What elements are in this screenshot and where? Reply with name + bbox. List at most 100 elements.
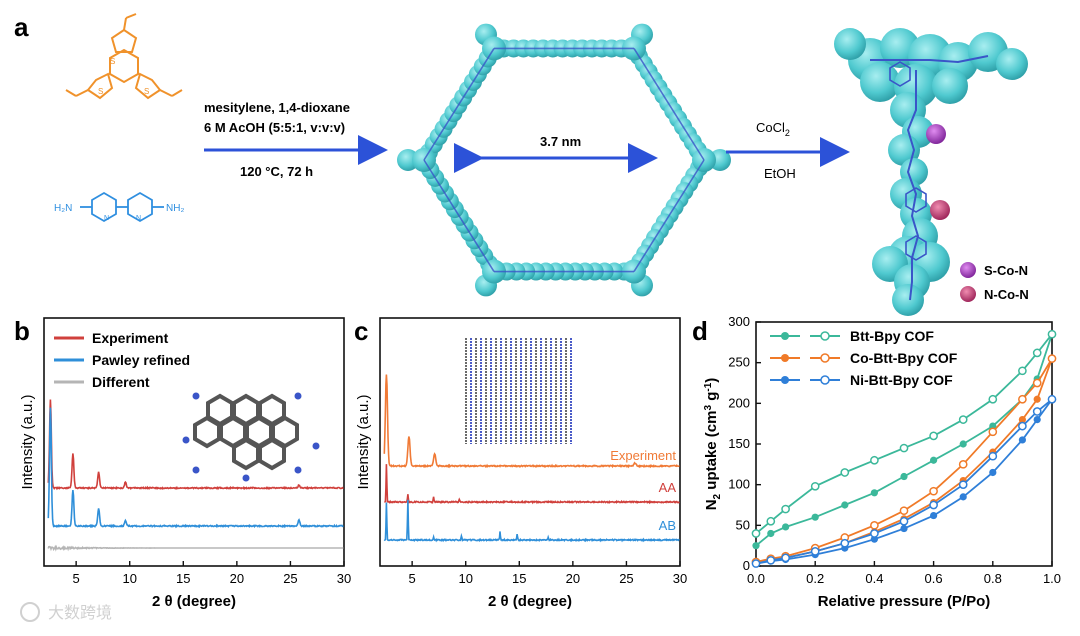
adsorption-point bbox=[841, 501, 848, 508]
desorption-point bbox=[812, 548, 819, 555]
n-co-n-legend-marker bbox=[960, 286, 976, 302]
desorption-point bbox=[1034, 408, 1041, 415]
desorption-point bbox=[782, 554, 789, 561]
y-tick-label: 200 bbox=[728, 395, 750, 410]
xrd-series-line bbox=[48, 400, 343, 489]
desorption-point bbox=[930, 432, 937, 439]
x-tick-label: 30 bbox=[673, 571, 687, 586]
x-tick-label: 0.0 bbox=[747, 571, 765, 586]
x-tick-label: 20 bbox=[230, 571, 244, 586]
amine-left-label: H₂N bbox=[54, 203, 72, 214]
stacked-layer-inset bbox=[466, 338, 571, 444]
x-tick-label: 0.2 bbox=[806, 571, 824, 586]
adsorption-point bbox=[989, 469, 996, 476]
desorption-point bbox=[960, 461, 967, 468]
y-tick-label: 100 bbox=[728, 477, 750, 492]
plot-frame bbox=[44, 318, 344, 566]
legend-label: Co-Btt-Bpy COF bbox=[850, 350, 958, 366]
legend-label: Btt-Bpy COF bbox=[850, 328, 934, 344]
desorption-point bbox=[989, 453, 996, 460]
desorption-point bbox=[960, 416, 967, 423]
inset-atom bbox=[313, 443, 320, 450]
framework-bond bbox=[424, 48, 494, 160]
legend-marker-open bbox=[821, 376, 829, 384]
s-co-n-legend-marker bbox=[960, 262, 976, 278]
x-tick-label: 15 bbox=[512, 571, 526, 586]
x-tick-label: 5 bbox=[73, 571, 80, 586]
framework-bond bbox=[634, 48, 704, 160]
panel-label-c: c bbox=[354, 316, 368, 346]
desorption-point bbox=[1034, 379, 1041, 386]
desorption-point bbox=[930, 501, 937, 508]
legend-label: Experiment bbox=[92, 330, 169, 346]
framework-bond bbox=[424, 160, 494, 272]
cof-layer-inset bbox=[183, 393, 320, 482]
adsorption-point bbox=[752, 542, 759, 549]
adsorption-point bbox=[1019, 436, 1026, 443]
x-tick-label: 0.4 bbox=[865, 571, 883, 586]
desorption-point bbox=[767, 518, 774, 525]
x-tick-label: 10 bbox=[458, 571, 472, 586]
x-tick-label: 25 bbox=[619, 571, 633, 586]
y-tick-label: 150 bbox=[728, 436, 750, 451]
panel-d-n2-isotherm-chart: d 0.0 0.2 0.4 0.6 0.8 1.0 0 50 100 150 200 250 300 Rel… bbox=[692, 314, 1061, 610]
x-axis-label: Relative pressure (P/Po) bbox=[818, 593, 991, 610]
desorption-point bbox=[900, 444, 907, 451]
desorption-point bbox=[930, 488, 937, 495]
desorption-point bbox=[782, 505, 789, 512]
inset-ring bbox=[234, 440, 258, 468]
inset-atom bbox=[193, 467, 200, 474]
desorption-point bbox=[900, 518, 907, 525]
adsorption-point bbox=[960, 493, 967, 500]
inset-atom bbox=[295, 467, 302, 474]
fragment-atom bbox=[834, 28, 866, 60]
solvent-etoh-label: EtOH bbox=[764, 166, 796, 181]
legend-marker-filled bbox=[781, 376, 789, 384]
n-co-n-legend-label: N-Co-N bbox=[984, 287, 1029, 302]
desorption-point bbox=[1048, 355, 1055, 362]
pore-size-label: 3.7 nm bbox=[540, 134, 581, 149]
svg-text:S: S bbox=[110, 57, 115, 66]
desorption-line bbox=[756, 399, 1052, 563]
inset-atom bbox=[183, 437, 190, 444]
n-co-n-site bbox=[930, 200, 950, 220]
desorption-point bbox=[900, 507, 907, 514]
xrd-series-line bbox=[48, 547, 343, 550]
y-axis-label: Intensity (a.u.) bbox=[355, 394, 372, 489]
aldehyde-monomer-structure: S S S bbox=[66, 14, 182, 98]
desorption-point bbox=[767, 557, 774, 564]
series-label: Experiment bbox=[610, 448, 676, 463]
bipyridine-amine-structure: N N bbox=[80, 193, 164, 222]
s-co-n-legend-label: S-Co-N bbox=[984, 263, 1028, 278]
adsorption-point bbox=[930, 512, 937, 519]
x-tick-label: 30 bbox=[337, 571, 351, 586]
desorption-point bbox=[841, 469, 848, 476]
x-tick-label: 25 bbox=[283, 571, 297, 586]
y-axis-label: N2 uptake (cm3 g-1) bbox=[703, 378, 723, 511]
panel-label-a: a bbox=[14, 12, 29, 42]
desorption-point bbox=[871, 522, 878, 529]
y-tick-label: 250 bbox=[728, 355, 750, 370]
s-co-n-site bbox=[926, 124, 946, 144]
panel-label-d: d bbox=[692, 316, 708, 346]
legend-label: Different bbox=[92, 374, 150, 390]
condition-acid-text: 6 M AcOH (5:5:1, v:v:v) bbox=[204, 120, 345, 135]
inset-atom bbox=[193, 393, 200, 400]
legend-marker-open bbox=[821, 354, 829, 362]
xrd-series-line bbox=[384, 500, 679, 541]
framework-bond bbox=[634, 160, 704, 272]
desorption-point bbox=[841, 540, 848, 547]
adsorption-point bbox=[871, 489, 878, 496]
x-tick-label: 0.8 bbox=[984, 571, 1002, 586]
adsorption-point bbox=[1034, 396, 1041, 403]
inset-atom bbox=[295, 393, 302, 400]
y-axis-label: Intensity (a.u.) bbox=[19, 394, 36, 489]
condition-temp-text: 120 °C, 72 h bbox=[240, 164, 313, 179]
inset-atom bbox=[243, 475, 250, 482]
inset-ring bbox=[260, 440, 284, 468]
y-tick-label: 50 bbox=[736, 517, 750, 532]
reagent-cocl2-label: CoCl2 bbox=[756, 120, 790, 138]
x-tick-label: 0.6 bbox=[925, 571, 943, 586]
desorption-point bbox=[812, 483, 819, 490]
